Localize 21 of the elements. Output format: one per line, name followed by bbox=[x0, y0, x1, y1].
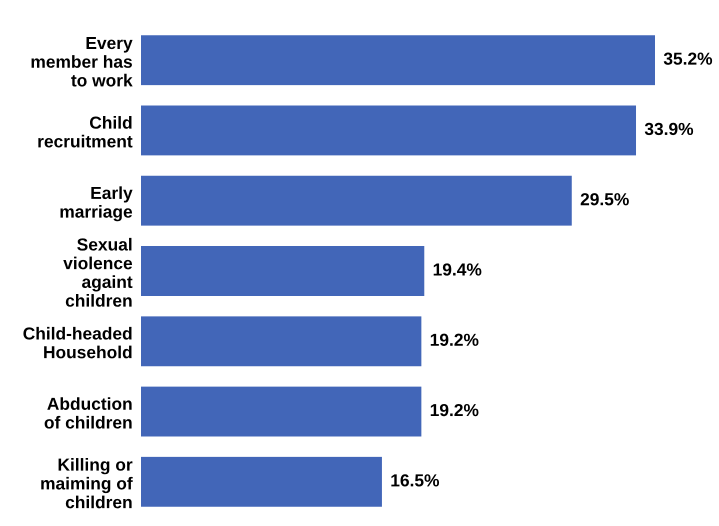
bar bbox=[141, 105, 636, 156]
bar bbox=[141, 316, 422, 366]
data-label: 35.2% bbox=[664, 52, 712, 65]
bar bbox=[141, 246, 424, 296]
y-tick-label: Sexual violence againt children bbox=[63, 238, 132, 307]
data-label: 33.9% bbox=[644, 122, 694, 136]
bar bbox=[141, 176, 572, 226]
data-label: 29.5% bbox=[580, 193, 629, 206]
y-tick-label: Early marriage bbox=[60, 186, 133, 222]
data-label: 19.4% bbox=[434, 263, 482, 276]
y-tick-label: Abduction of children bbox=[44, 397, 132, 429]
bar bbox=[141, 456, 382, 507]
y-tick-label: Every member has to work bbox=[32, 37, 133, 87]
bar bbox=[141, 35, 655, 86]
bar bbox=[141, 386, 422, 437]
y-tick-label: Child recruitment bbox=[38, 116, 132, 148]
data-label: 19.2% bbox=[430, 334, 478, 346]
y-tick-label: Killing or maiming of children bbox=[41, 458, 133, 508]
data-label: 19.2% bbox=[430, 404, 478, 416]
data-label: 16.5% bbox=[391, 474, 440, 487]
y-tick-label: Child-headed Household bbox=[23, 326, 132, 358]
